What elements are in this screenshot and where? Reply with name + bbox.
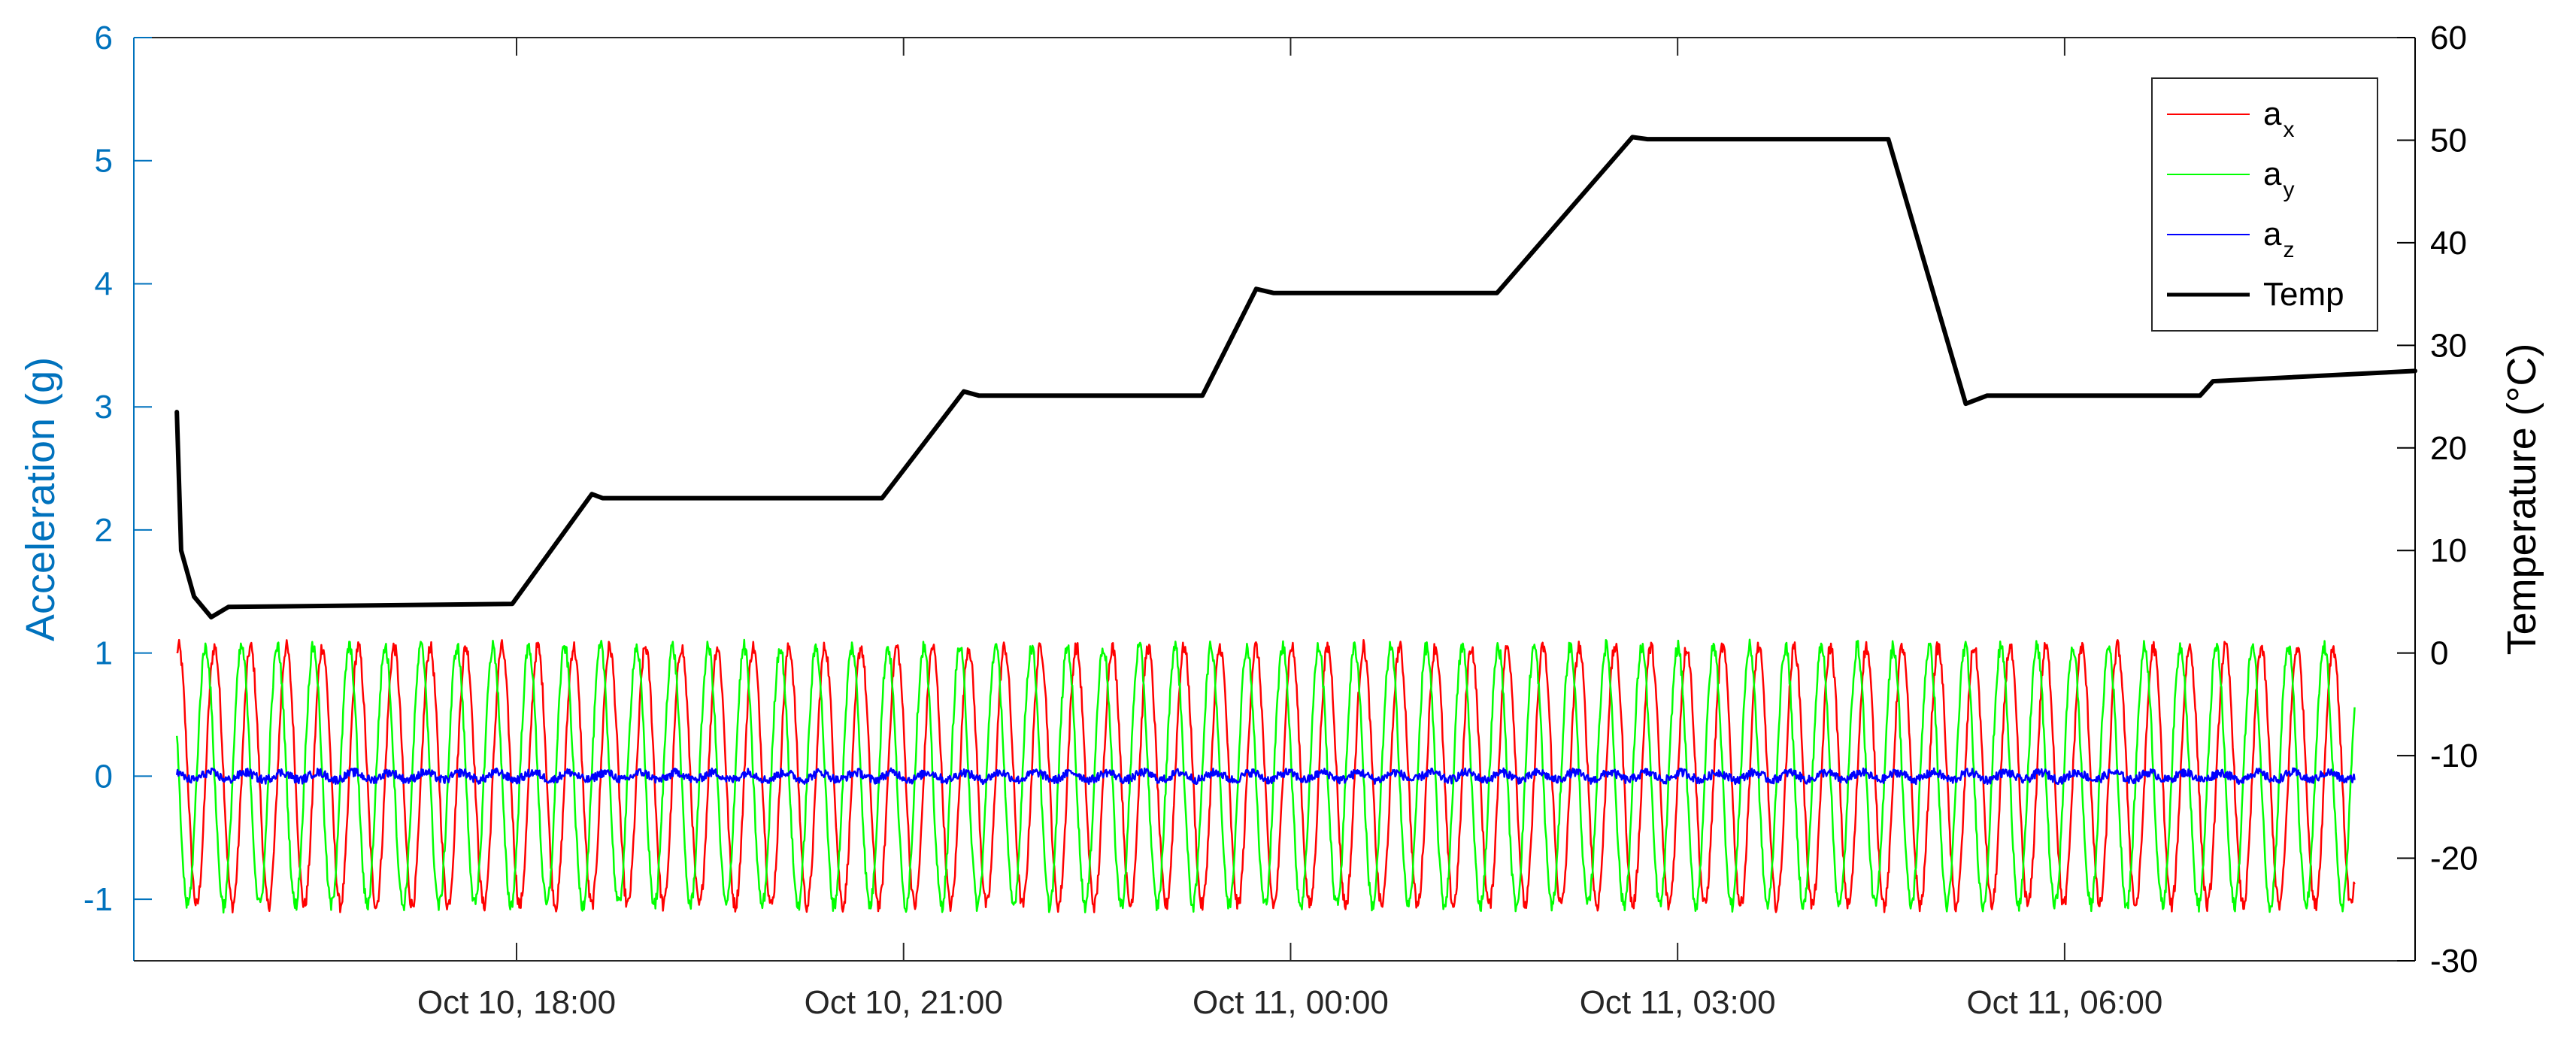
right-tick-label: -20 [2430,841,2478,877]
left-tick-label: 0 [95,758,113,795]
series-a-y [175,638,2356,914]
legend-box [2151,77,2378,332]
left-tick-label: 2 [95,512,113,549]
left-tick-label: 1 [95,635,113,672]
legend-label-base: Temp [2263,276,2344,313]
right-tick-label: -30 [2430,943,2478,980]
legend-label-base: a [2263,156,2282,192]
x-tick-label: Oct 11, 03:00 [1580,984,1776,1021]
right-tick-label: 30 [2430,327,2467,364]
right-tick-label: 0 [2430,635,2448,672]
legend-label-base: a [2263,95,2282,132]
right-tick-label: 50 [2430,122,2467,159]
legend-label-1: ay [2263,156,2294,202]
right-tick-label: 40 [2430,225,2467,262]
left-tick-label: 3 [95,389,113,426]
y-left-axis-title: Acceleration (g) [18,357,63,641]
x-tick-label: Oct 10, 18:00 [417,984,616,1021]
legend-label-base: a [2263,216,2282,253]
right-tick-label: 10 [2430,532,2467,569]
left-tick-label: 4 [95,265,113,302]
legend-label-3: Temp [2263,276,2344,313]
x-tick-label: Oct 11, 06:00 [1966,984,2162,1021]
legend-label-sub: x [2283,117,2294,142]
left-tick-label: 5 [95,143,113,180]
plot-area [174,135,2417,914]
series-temp [174,135,2417,619]
x-tick-label: Oct 10, 21:00 [805,984,1003,1021]
right-tick-label: 20 [2430,430,2467,467]
series-a-x [176,638,2356,913]
left-tick-label: -1 [83,881,113,918]
legend-label-sub: y [2283,177,2294,202]
y-right-axis-title: Temperature (°C) [2499,344,2544,656]
legend-label-sub: z [2283,238,2294,262]
series-a-z [175,767,2356,786]
left-tick-label: 6 [95,20,113,56]
right-tick-label: -10 [2430,738,2478,774]
x-tick-label: Oct 11, 00:00 [1193,984,1389,1021]
right-tick-label: 60 [2430,20,2467,56]
legend-label-2: az [2263,216,2294,262]
legend-label-0: ax [2263,95,2294,142]
